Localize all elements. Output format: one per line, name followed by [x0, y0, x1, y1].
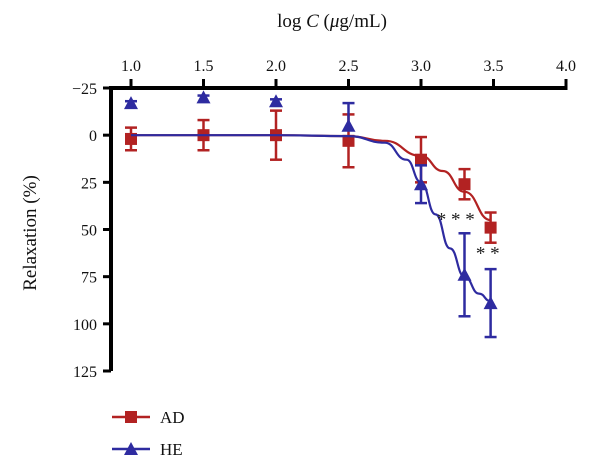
significance-annotation: * * [476, 244, 500, 265]
y-tick-label: 125 [73, 364, 97, 381]
data-point-ad [415, 153, 427, 166]
data-point-he [269, 94, 283, 108]
legend-label-he: HE [160, 440, 183, 459]
x-tick-label: 1.0 [121, 58, 141, 75]
y-tick-label: 0 [89, 128, 97, 145]
legend-marker-ad [125, 411, 137, 423]
x-tick-label: 2.0 [266, 58, 286, 75]
significance-annotation: * * * [437, 210, 475, 231]
data-point-he [341, 118, 356, 132]
y-tick-label: −25 [72, 81, 97, 98]
data-point-he [196, 90, 211, 104]
x-tick-label: 3.0 [411, 58, 431, 75]
x-tick-label: 1.5 [194, 58, 214, 75]
data-point-ad [484, 221, 497, 234]
data-point-he [457, 267, 472, 281]
x-tick-label: 2.5 [339, 58, 359, 75]
legend: AD HE [112, 408, 185, 459]
y-tick-label: 25 [81, 175, 97, 192]
data-point-ad [458, 178, 471, 191]
data-point-ad [342, 134, 355, 147]
data-point-he [483, 296, 498, 310]
legend-marker-he [124, 442, 138, 455]
data-point-he [124, 96, 138, 110]
x-tick-label: 4.0 [556, 58, 576, 75]
x-axis-title: log C (μg/mL) [277, 11, 387, 32]
y-axis-title: Relaxation (%) [20, 175, 41, 291]
y-tick-label: 50 [81, 223, 97, 240]
y-tick-label: 100 [73, 317, 97, 334]
fit-curve-ad [131, 134, 491, 222]
x-tick-label: 3.5 [484, 58, 504, 75]
y-tick-label: 75 [81, 270, 97, 287]
data-point-he [414, 177, 428, 191]
legend-label-ad: AD [160, 408, 185, 427]
